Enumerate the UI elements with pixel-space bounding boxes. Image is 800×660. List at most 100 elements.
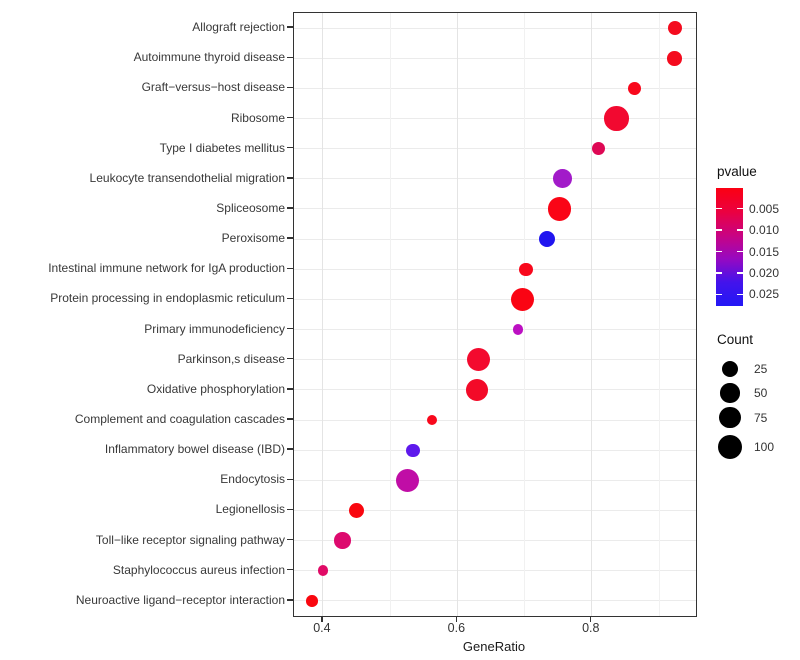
y-axis-label: Graft−versus−host disease — [141, 80, 285, 95]
data-point — [467, 348, 491, 372]
y-axis-label: Protein processing in endoplasmic reticu… — [50, 291, 285, 306]
colorbar-tick-label: 0.020 — [749, 265, 780, 280]
pvalue-colorbar-wrap: 0.005 0.010 0.015 0.020 0.025 — [716, 188, 779, 306]
colorbar-tick — [737, 272, 743, 274]
pvalue-colorbar — [716, 188, 743, 306]
y-axis-tick — [287, 26, 293, 28]
count-legend: Count 25 50 75 100 — [716, 332, 800, 486]
y-axis-tick — [287, 538, 293, 541]
x-axis-tick-label: 0.6 — [447, 621, 466, 635]
y-axis-label: Primary immunodeficiency — [144, 321, 285, 336]
gridline-horizontal — [294, 238, 696, 240]
gridline-horizontal — [294, 570, 696, 572]
count-legend-dot — [720, 383, 740, 403]
x-axis-tick — [455, 616, 458, 622]
y-axis-tick — [287, 327, 293, 330]
gridline-horizontal — [294, 419, 696, 421]
y-axis-label: Spliceosome — [216, 200, 285, 215]
y-axis-tick — [287, 237, 293, 239]
plot-area — [294, 13, 696, 616]
count-legend-dot — [722, 361, 738, 377]
gridline-horizontal — [294, 87, 696, 89]
y-axis-tick — [287, 569, 293, 571]
data-point — [396, 468, 420, 492]
gridline-vertical-major — [456, 13, 458, 616]
gridline-horizontal — [294, 57, 696, 59]
y-axis-tick — [287, 207, 293, 209]
data-point — [465, 378, 488, 401]
gridline-horizontal — [294, 178, 696, 180]
gridline-horizontal — [294, 509, 696, 511]
count-legend-title: Count — [717, 332, 754, 347]
y-axis-label: Peroxisome — [221, 231, 285, 246]
y-axis-label: Neuroactive ligand−receptor interaction — [75, 592, 285, 607]
y-axis-tick — [287, 116, 293, 119]
colorbar-tick — [716, 293, 722, 296]
data-point — [317, 565, 329, 577]
y-axis-tick — [287, 508, 293, 511]
y-axis-label: Oxidative phosphorylation — [146, 381, 285, 396]
gridline-horizontal — [294, 148, 696, 150]
y-axis-label: Autoimmune thyroid disease — [133, 50, 285, 65]
data-point — [512, 324, 523, 335]
y-axis-label: Ribosome — [230, 110, 285, 125]
y-axis-label: Toll−like receptor signaling pathway — [95, 532, 285, 547]
x-axis-tick-label: 0.4 — [313, 621, 331, 635]
colorbar-tick — [716, 250, 722, 253]
gridline-horizontal — [294, 479, 696, 481]
data-point — [604, 106, 629, 131]
y-axis-tick — [287, 177, 293, 179]
y-axis-tick — [287, 388, 293, 390]
colorbar-tick — [737, 293, 743, 296]
gridline-horizontal — [294, 540, 696, 542]
gridline-horizontal — [294, 389, 696, 391]
x-axis-tick — [590, 616, 592, 622]
pvalue-legend-title: pvalue — [717, 164, 757, 179]
data-point — [510, 287, 535, 311]
x-axis-title: GeneRatio — [462, 639, 526, 654]
colorbar-tick — [716, 207, 722, 210]
gridline-horizontal — [294, 600, 696, 602]
data-point — [349, 502, 364, 518]
count-legend-dot — [719, 406, 741, 429]
colorbar-tick-label: 0.025 — [749, 287, 780, 302]
gridline-horizontal — [294, 27, 696, 29]
y-axis-label: Leukocyte transendothelial migration — [89, 170, 285, 185]
data-point — [538, 231, 555, 248]
y-axis-tick — [287, 297, 293, 300]
y-axis-tick — [287, 267, 293, 269]
data-point — [547, 197, 572, 221]
count-legend-label: 100 — [754, 439, 775, 454]
count-legend-label: 75 — [754, 410, 768, 425]
y-axis-tick — [287, 418, 293, 420]
data-point — [552, 169, 572, 189]
data-point — [591, 142, 606, 156]
gridline-vertical-major — [322, 13, 324, 616]
gridline-horizontal — [294, 298, 696, 300]
data-point — [667, 20, 683, 36]
gridline-horizontal — [294, 208, 696, 210]
y-axis-tick — [287, 599, 293, 601]
count-legend-label: 50 — [754, 386, 768, 400]
data-point — [406, 443, 420, 457]
count-legend-label: 25 — [754, 362, 768, 376]
data-point — [628, 81, 642, 96]
y-axis-labels: Allograft rejection Autoimmune thyroid di… — [0, 12, 285, 615]
y-axis-label: Intestinal immune network for IgA produc… — [48, 261, 285, 276]
gridline-vertical-minor — [389, 13, 391, 616]
colorbar-tick — [737, 207, 743, 210]
data-point — [334, 532, 351, 549]
y-axis-tick — [287, 56, 293, 58]
colorbar-tick-label: 0.010 — [749, 223, 780, 238]
gridline-horizontal — [294, 268, 696, 270]
gridline-vertical-minor — [524, 13, 526, 616]
pvalue-legend: pvalue 0.005 0.010 0.015 0.020 0.025 — [716, 164, 779, 306]
count-legend-dot — [718, 434, 742, 459]
gridline-vertical-major — [591, 13, 593, 616]
x-axis-tick-label: 0.8 — [582, 621, 600, 635]
y-axis-tick — [287, 86, 293, 89]
colorbar-tick-label: 0.005 — [749, 201, 780, 216]
y-axis-label: Endocytosis — [220, 472, 285, 487]
x-axis-tick — [321, 616, 323, 622]
